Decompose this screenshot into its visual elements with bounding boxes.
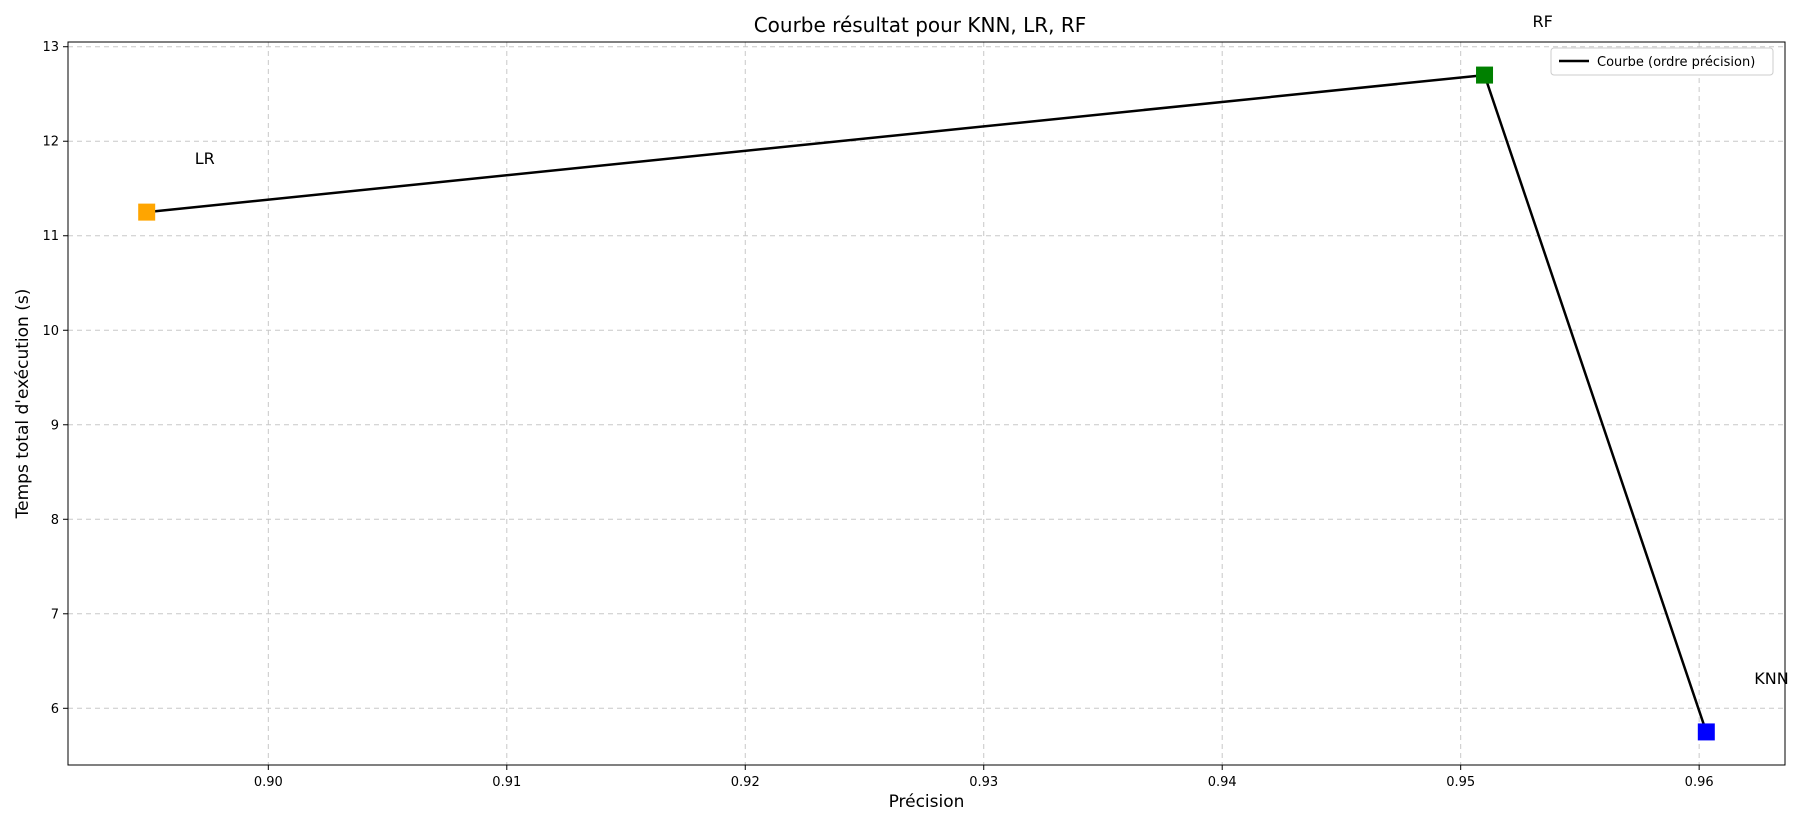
legend-box xyxy=(1550,47,1774,76)
y-tick-label: 6 xyxy=(51,702,59,717)
x-tick-label: 0.96 xyxy=(1685,775,1714,790)
x-tick-label: 0.93 xyxy=(969,775,998,790)
x-axis-title: Précision xyxy=(889,792,965,812)
x-tick-label: 0.91 xyxy=(492,775,521,790)
y-tick-label: 9 xyxy=(51,418,59,433)
ticks-layer: 0.90 0.91 0.92 0.93 0.94 0.95 0.96 6 7 8 9 10 11 12 13 xyxy=(42,40,1713,790)
point-label: LR xyxy=(195,149,215,168)
chart-title: Courbe résultat pour KNN, LR, RF xyxy=(754,13,1087,37)
legend: Courbe (ordre précision) xyxy=(1550,47,1774,76)
point-marker xyxy=(1697,723,1715,741)
y-tick-label: 11 xyxy=(42,229,59,244)
y-tick-label: 10 xyxy=(42,324,59,339)
y-tick-label: 12 xyxy=(42,135,59,150)
y-axis-title: Temps total d'exécution (s) xyxy=(13,289,33,520)
point-label: RF xyxy=(1533,12,1553,31)
x-tick-label: 0.95 xyxy=(1446,775,1475,790)
point-marker xyxy=(1476,66,1494,84)
grid xyxy=(68,42,1785,765)
x-tick-label: 0.90 xyxy=(254,775,283,790)
y-tick-label: 8 xyxy=(51,513,59,528)
x-tick-label: 0.94 xyxy=(1208,775,1237,790)
plot-frame xyxy=(67,41,1786,766)
point-label: KNN xyxy=(1754,669,1788,688)
points-layer: LR RF KNN xyxy=(138,12,1789,741)
point-marker xyxy=(138,203,156,221)
x-tick-label: 0.92 xyxy=(731,775,760,790)
y-tick-label: 7 xyxy=(51,607,59,622)
y-tick-label: 13 xyxy=(42,40,59,55)
legend-entry-label: Courbe (ordre précision) xyxy=(1597,55,1755,70)
